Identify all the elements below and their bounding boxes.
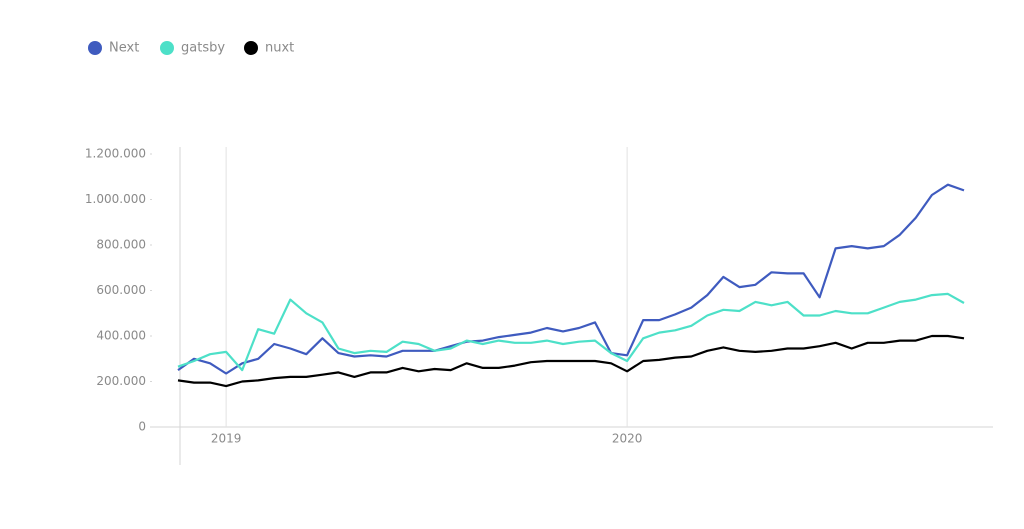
series-line <box>177 183 965 375</box>
y-tick-label: 400.000 <box>96 329 146 343</box>
legend-marker <box>88 41 102 55</box>
legend-marker <box>160 41 174 55</box>
y-tick-label: 0 <box>138 420 146 434</box>
y-tick-label: 1.000.000 <box>85 192 146 206</box>
y-tick-label: 1.200.000 <box>85 147 146 161</box>
series-line <box>177 334 965 388</box>
legend-marker <box>244 41 258 55</box>
legend-label: gatsby <box>181 41 225 56</box>
x-tick-label: 2019 <box>211 432 242 446</box>
y-tick-label: 600.000 <box>96 283 146 297</box>
y-tick-label: 200.000 <box>96 374 146 388</box>
y-tick-label: 800.000 <box>96 238 146 252</box>
legend-label: Next <box>109 41 139 56</box>
legend-label: nuxt <box>265 41 294 56</box>
series-line <box>177 292 965 372</box>
x-tick-label: 2020 <box>612 432 643 446</box>
